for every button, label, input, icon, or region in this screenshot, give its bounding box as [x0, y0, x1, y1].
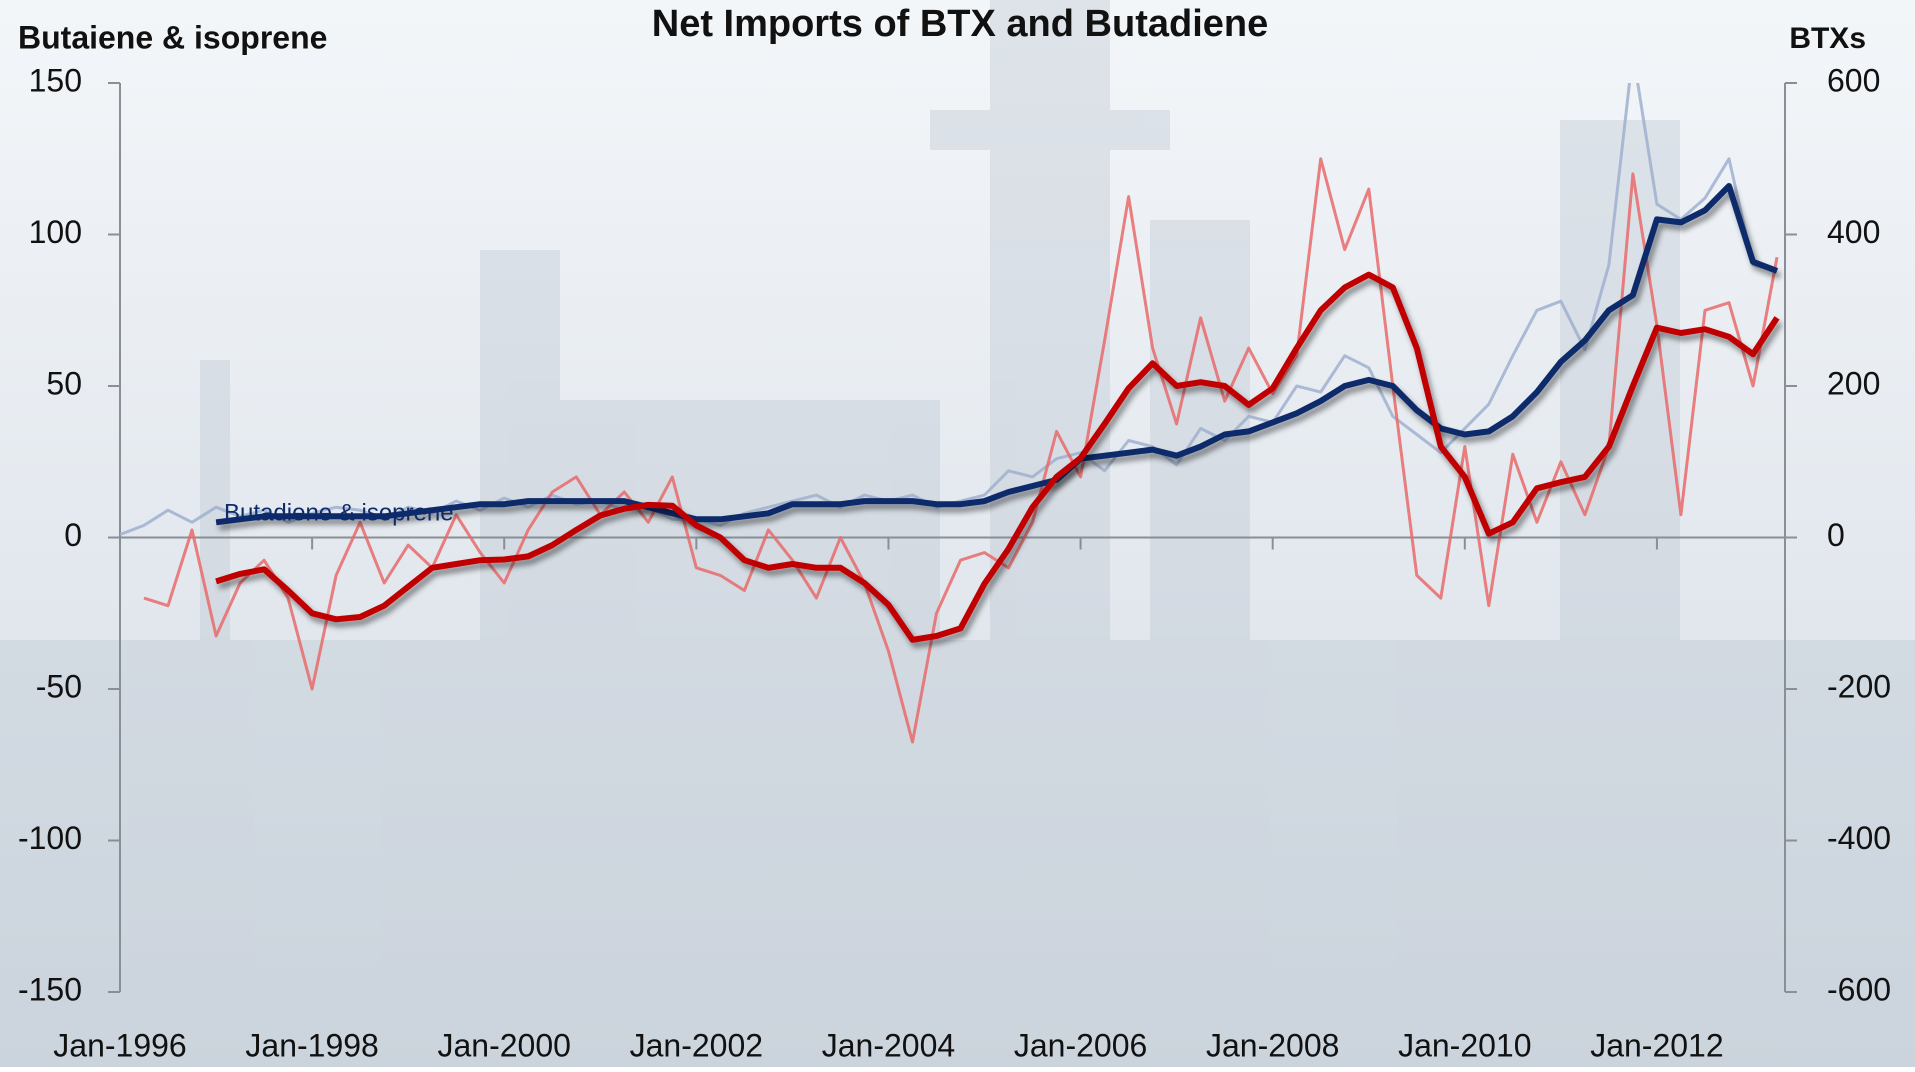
plot-area	[120, 83, 1780, 744]
y2-tick-label: 600	[1827, 62, 1880, 98]
y-tick-label: -100	[18, 820, 82, 856]
y2-tick-label: -600	[1827, 971, 1891, 1007]
series-line	[143, 157, 1779, 744]
y-tick-label: 150	[29, 62, 82, 98]
y2-tick-label: -400	[1827, 820, 1891, 856]
x-tick-label: Jan-2006	[1014, 1027, 1147, 1063]
x-tick-label: Jan-1998	[245, 1027, 378, 1063]
y-tick-label: 100	[29, 214, 82, 250]
annotation: Butadiene & isoprene	[224, 500, 453, 527]
axes: -150 -100 -50 0 50 100 150 -600 -400 -200 0 200 400 6…	[18, 62, 1891, 1063]
series-line	[215, 271, 1780, 643]
x-tick-label: Jan-2002	[630, 1027, 763, 1063]
x-tick-label: Jan-2010	[1398, 1027, 1531, 1063]
y2-axis-title: BTXs	[1789, 22, 1866, 55]
y2-tick-label: -200	[1827, 668, 1891, 704]
y-axis-title: Butaiene & isoprene	[18, 19, 327, 55]
x-tick-label: Jan-2000	[438, 1027, 571, 1063]
series-line	[215, 183, 1779, 526]
y2-tick-label: 400	[1827, 214, 1880, 250]
y-tick-label: -50	[36, 668, 82, 704]
y-tick-label: 50	[46, 365, 82, 401]
x-tick-label: Jan-2004	[822, 1027, 955, 1063]
y2-tick-label: 0	[1827, 517, 1845, 553]
x-tick-label: Jan-2012	[1590, 1027, 1723, 1063]
x-tick-label: Jan-2008	[1206, 1027, 1339, 1063]
y-tick-label: 0	[64, 517, 82, 553]
x-tick-label: Jan-1996	[53, 1027, 186, 1063]
chart-title: Net Imports of BTX and Butadiene	[652, 3, 1268, 45]
y2-tick-label: 200	[1827, 365, 1880, 401]
y-tick-label: -150	[18, 971, 82, 1007]
